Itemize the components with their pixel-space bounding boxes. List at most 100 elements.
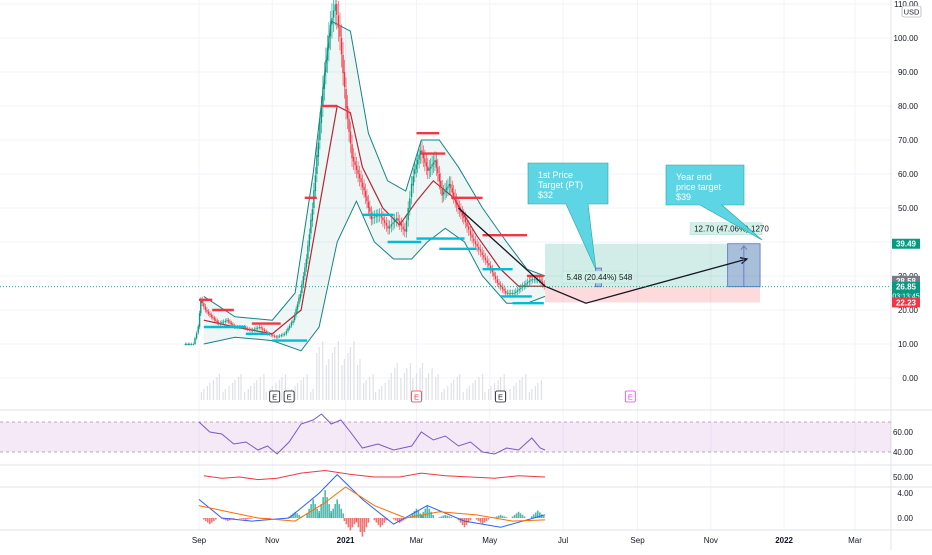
earnings-marker[interactable] xyxy=(283,390,295,403)
candle xyxy=(491,269,493,273)
volume-bar xyxy=(505,392,508,400)
candle xyxy=(361,182,364,188)
rsi-band xyxy=(0,422,891,452)
volume-bar xyxy=(503,374,505,400)
candle xyxy=(278,335,281,337)
candle xyxy=(364,191,367,197)
volume-bar xyxy=(531,389,533,400)
candle xyxy=(369,207,371,212)
time-axis[interactable]: Sep Nov 2021 Mar May Jul Sep Nov 2022 Mar xyxy=(192,536,862,545)
macd-histogram-bar xyxy=(267,518,269,519)
volume-bar xyxy=(478,377,480,400)
candle xyxy=(245,327,247,329)
volume-bar xyxy=(406,368,408,400)
callout-year-end-target[interactable]: Year end price target $39 xyxy=(665,164,763,241)
candle xyxy=(287,328,289,332)
macd-histogram-bar xyxy=(351,518,354,528)
macd-histogram-bar xyxy=(448,516,451,518)
macd-histogram-bar xyxy=(421,515,424,518)
candle xyxy=(195,333,198,339)
candle xyxy=(410,183,413,198)
candle xyxy=(372,217,374,219)
rsi-line xyxy=(198,413,546,455)
earnings-marker[interactable] xyxy=(624,390,636,403)
macd-histogram-bar xyxy=(459,518,462,523)
candle xyxy=(444,190,446,193)
price-label-text: 26.85 xyxy=(896,283,917,292)
macd-histogram-bar xyxy=(357,518,360,528)
macd-histogram-bar xyxy=(450,517,453,518)
projection-arrowhead xyxy=(739,257,749,265)
callout-first-price-target[interactable]: 1st Price Target (PT) $32 xyxy=(527,162,609,271)
currency-badge[interactable] xyxy=(901,5,922,18)
candle xyxy=(329,25,332,37)
candle xyxy=(316,154,318,174)
support-resistance-levels[interactable] xyxy=(199,104,544,342)
candle xyxy=(310,219,312,234)
volume-bar xyxy=(447,386,449,400)
candle xyxy=(432,162,435,165)
macd-histogram-bar xyxy=(440,516,443,518)
candle xyxy=(332,10,335,18)
earnings-marker[interactable] xyxy=(411,390,422,403)
volume-bar xyxy=(450,383,452,400)
volume-bar xyxy=(250,386,252,400)
volume-bar xyxy=(528,392,531,400)
volume-bar xyxy=(474,380,476,400)
volume-bar xyxy=(365,380,367,400)
candle xyxy=(248,329,251,330)
candle xyxy=(493,272,495,277)
candle xyxy=(494,276,497,280)
candle xyxy=(337,15,340,28)
volume-bar xyxy=(363,383,365,400)
volume-bar xyxy=(419,368,421,400)
volume-bar xyxy=(284,374,287,400)
candle xyxy=(263,329,266,332)
volume-bar xyxy=(459,374,461,400)
macd-histogram-bar xyxy=(227,518,229,522)
volume-bar xyxy=(306,374,308,400)
candle xyxy=(258,326,261,328)
candle xyxy=(250,329,252,331)
candle xyxy=(450,184,452,189)
volume-bar xyxy=(296,383,299,400)
projection-path[interactable] xyxy=(458,207,748,304)
candle xyxy=(388,226,391,229)
volume-bar xyxy=(490,386,492,400)
price-axis[interactable]: 110.00100.0090.0080.0070.0060.0050.0040.… xyxy=(894,0,919,383)
candle xyxy=(203,303,205,307)
candle xyxy=(447,186,449,189)
volume-bar xyxy=(472,383,474,400)
price-label-badge xyxy=(892,275,920,286)
macd-histogram-bar xyxy=(415,508,418,518)
volume-bars xyxy=(200,341,543,400)
volume-bar xyxy=(378,389,380,400)
first-target-label-text: 5.48 (20.44%) 548 xyxy=(566,273,632,282)
time-tick-label: Nov xyxy=(704,536,718,545)
macd-histogram-bar xyxy=(523,516,526,518)
candle xyxy=(407,207,409,221)
macd-histogram-bar xyxy=(363,518,366,532)
candle xyxy=(488,263,490,266)
candle xyxy=(358,174,361,179)
volume-bar xyxy=(232,383,234,400)
macd-histogram-bar xyxy=(215,518,217,520)
volume-bar xyxy=(481,374,484,400)
earnings-marker-label: E xyxy=(628,393,633,402)
candle xyxy=(226,320,228,322)
candle xyxy=(346,106,349,119)
moving-average-line xyxy=(203,105,545,335)
macd-histogram-bar xyxy=(326,497,328,518)
macd-histogram-bar xyxy=(505,517,508,518)
earnings-marker[interactable] xyxy=(495,390,506,403)
candle xyxy=(380,214,382,218)
macd-histogram-bar xyxy=(308,508,310,518)
earnings-marker[interactable] xyxy=(269,390,281,403)
long-position-stop-zone[interactable] xyxy=(545,286,761,303)
macd-histogram-bar xyxy=(392,518,395,520)
candle xyxy=(511,293,514,294)
candle xyxy=(437,167,439,174)
macd-histogram-bar xyxy=(367,518,370,523)
